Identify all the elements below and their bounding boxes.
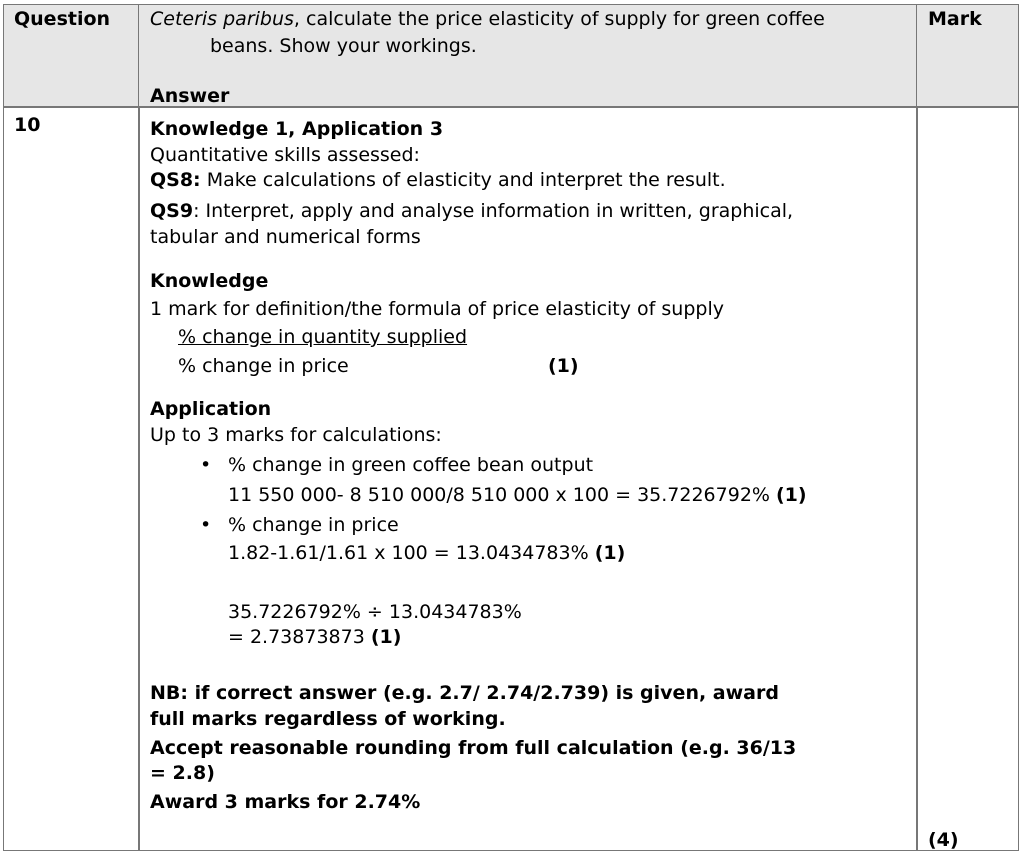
- formula-mark: (1): [548, 355, 579, 377]
- answer-header: Answer: [150, 85, 230, 107]
- header-mark-cell: [916, 4, 1019, 108]
- qs8-text: Make calculations of elasticity and inte…: [200, 169, 726, 191]
- qs9-line2: tabular and numerical forms: [150, 226, 421, 248]
- question-number: 10: [14, 114, 41, 136]
- bullet-calc: 1.82-1.61/1.61 x 100 = 13.0434783% (1): [228, 541, 625, 565]
- ao-title: Knowledge 1, Application 3: [150, 118, 444, 140]
- question-rest: , calculate the price elasticity of supp…: [293, 8, 825, 30]
- total-mark: (4): [928, 829, 959, 851]
- accept-line1: Accept reasonable rounding from full cal…: [150, 737, 797, 759]
- accept-line2: = 2.8): [150, 762, 215, 784]
- result-mark: (1): [370, 626, 402, 648]
- bullet-label: % change in green coffee bean output: [228, 454, 594, 476]
- question-number-cell: [3, 106, 140, 851]
- question-text-line2: beans. Show your workings.: [210, 35, 477, 57]
- result-text: = 2.73873873: [228, 626, 371, 648]
- formula-denominator: % change in price: [178, 355, 349, 377]
- bullet-icon: •: [200, 514, 212, 536]
- division-line: 35.7226792% ÷ 13.0434783%: [228, 601, 522, 623]
- question-text: Ceteris paribus, calculate the price ela…: [150, 7, 825, 31]
- answer-cell: [138, 106, 918, 851]
- formula-numerator: % change in quantity supplied: [178, 326, 468, 348]
- qs-intro: Quantitative skills assessed:: [150, 144, 420, 166]
- nb-line2: full marks regardless of working.: [150, 708, 506, 730]
- qs9-text: : Interpret, apply and analyse informati…: [193, 200, 794, 222]
- calc-mark: (1): [594, 542, 626, 564]
- qs9-code: QS9: [150, 200, 194, 222]
- bullet-calc: 11 550 000- 8 510 000/8 510 000 x 100 = …: [228, 483, 807, 507]
- calc-text: 11 550 000- 8 510 000/8 510 000 x 100 = …: [228, 484, 776, 506]
- award-line: Award 3 marks for 2.74%: [150, 791, 421, 813]
- question-header: Question: [14, 8, 111, 30]
- qs8-line: QS8: Make calculations of elasticity and…: [150, 168, 726, 192]
- application-heading: Application: [150, 398, 272, 420]
- calc-mark: (1): [776, 484, 807, 506]
- mark-cell: [916, 106, 1019, 851]
- bullet-label: % change in price: [228, 514, 399, 536]
- question-italic: Ceteris paribus: [150, 8, 294, 30]
- nb-line1: NB: if correct answer (e.g. 2.7/ 2.74/2.…: [150, 682, 779, 704]
- calc-text: 1.82-1.61/1.61 x 100 = 13.0434783%: [228, 542, 595, 564]
- knowledge-heading: Knowledge: [150, 270, 269, 292]
- header-answer-cell: [138, 4, 918, 108]
- qs9-line: QS9: Interpret, apply and analyse inform…: [150, 199, 793, 223]
- application-text: Up to 3 marks for calculations:: [150, 424, 442, 446]
- knowledge-text: 1 mark for definition/the formula of pri…: [150, 298, 724, 320]
- mark-header: Mark: [928, 8, 982, 30]
- qs8-code: QS8:: [150, 169, 201, 191]
- header-question-cell: [3, 4, 140, 108]
- bullet-icon: •: [200, 454, 212, 476]
- result-line: = 2.73873873 (1): [228, 625, 401, 649]
